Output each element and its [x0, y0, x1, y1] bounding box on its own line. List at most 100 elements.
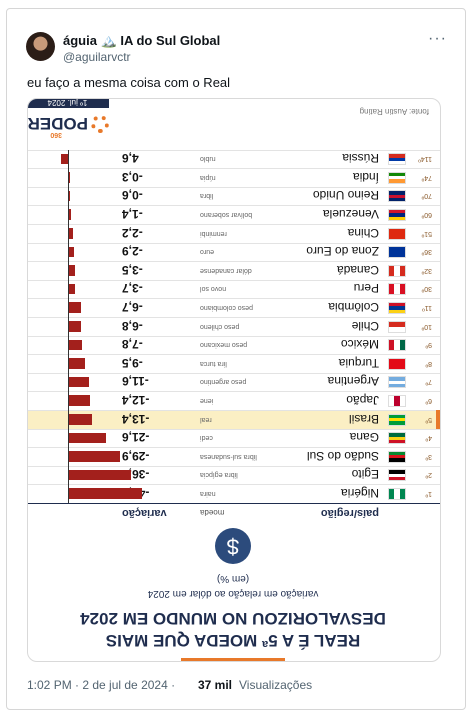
header-value: variação: [122, 507, 167, 519]
currency: dólar canadense: [200, 266, 252, 274]
flag: [388, 450, 406, 463]
flag: [388, 153, 406, 166]
rank: 10º: [421, 322, 432, 330]
value-label: -12,4: [122, 393, 150, 407]
rank: 4º: [425, 434, 432, 442]
tweet-image[interactable]: REAL É A 5ª MOEDA QUE MAIS DESVALORIZOU …: [27, 98, 441, 662]
rank: 9º: [425, 341, 432, 349]
country: Índia: [352, 169, 379, 184]
rank: 114º: [418, 155, 432, 163]
rank: 51º: [421, 229, 432, 237]
rank: 60º: [421, 211, 432, 218]
value-label: 4,6: [122, 151, 139, 166]
rank: 3º: [425, 452, 432, 460]
title-accent: [181, 658, 285, 661]
bar: [69, 246, 74, 258]
currency: cedi: [200, 434, 213, 442]
logo-name: PODER: [27, 114, 88, 133]
flag: [388, 190, 406, 203]
tweet-card: [6, 8, 466, 710]
currency: peso colombiano: [200, 304, 253, 311]
currency: naira: [200, 490, 216, 497]
value-label: -1,4: [122, 207, 143, 221]
value-label: -21,6: [122, 430, 150, 445]
unit-label: (em %): [216, 573, 250, 584]
avatar[interactable]: [26, 32, 55, 61]
image-subtitle: variação em relação ao dólar em 2024: [147, 588, 319, 599]
value-label: -11,6: [122, 374, 149, 389]
bar: [69, 339, 83, 351]
flag: [388, 302, 406, 314]
rank: 2º: [425, 471, 432, 479]
rank: 70º: [421, 192, 432, 200]
currency: peso mexicano: [200, 341, 248, 349]
bar: [69, 469, 131, 481]
country: Rússia: [342, 151, 379, 166]
value-label: -6,7: [122, 300, 143, 314]
currency: renminbi: [200, 229, 227, 237]
country: Canadá: [336, 262, 379, 277]
views-count: 37 mil: [198, 678, 233, 692]
author-handle[interactable]: @aguilarvctr: [63, 50, 131, 64]
bar: [69, 228, 73, 239]
bar: [69, 283, 76, 295]
value-label: -3,7: [122, 281, 143, 296]
country: Zona do Euro: [306, 244, 379, 259]
value-label: -13,4: [122, 411, 150, 426]
flag: [388, 264, 406, 277]
country: China: [347, 225, 379, 240]
flag: [388, 283, 406, 296]
country: Colômbia: [328, 300, 379, 314]
flag: [388, 395, 406, 407]
date-strip: 1º jul. 2024: [27, 98, 109, 108]
flag: [388, 413, 406, 426]
bar: [69, 376, 89, 388]
bar: [69, 488, 142, 499]
more-menu[interactable]: ···: [428, 30, 447, 47]
country: Venezuela: [322, 207, 379, 221]
currency: euro: [200, 248, 215, 256]
currency: peso chileno: [200, 322, 240, 330]
header-currency: moeda: [200, 508, 225, 517]
flag: [388, 469, 406, 482]
flag: [388, 376, 406, 389]
value-label: -0,6: [122, 188, 143, 203]
value-label: -36,0: [122, 467, 150, 482]
image-title: REAL É A 5ª MOEDA QUE MAIS DESVALORIZOU …: [80, 609, 386, 650]
rank: 36º: [421, 248, 432, 256]
logo-icon: [91, 115, 109, 133]
source: fonte: Austin Rating: [359, 107, 429, 116]
country: Sudão do Sul: [306, 448, 379, 463]
rank: 5º: [425, 415, 432, 423]
currency: iene: [200, 397, 214, 404]
flag: [388, 339, 406, 352]
value-label: -7,8: [122, 337, 143, 352]
currency: real: [200, 415, 212, 423]
flag: [388, 357, 406, 370]
rank: 11º: [422, 304, 432, 311]
tweet-text: eu faço a mesma coisa com o Real: [27, 75, 231, 90]
bar: [69, 432, 107, 444]
value-label: -2,9: [122, 244, 143, 259]
country: Chile: [351, 318, 379, 333]
value-label: -6,8: [122, 318, 143, 333]
flag: [388, 246, 406, 259]
country: Argentina: [327, 374, 379, 389]
country: Gana: [349, 430, 379, 445]
currency: novo sol: [200, 285, 227, 293]
bar: [69, 265, 76, 276]
flag: [388, 227, 406, 240]
value-label: -29,9: [122, 448, 150, 463]
bar: [69, 451, 121, 462]
rank: 6º: [425, 397, 432, 404]
currency: bolívar soberano: [200, 211, 253, 218]
tweet-time[interactable]: 1:02 PM · 2 de jul de 2024 ·: [27, 678, 176, 692]
bar: [69, 302, 81, 313]
currency: lira turca: [200, 359, 227, 367]
country: Brasil: [348, 411, 379, 426]
country: Egito: [351, 467, 379, 482]
country: Turquia: [338, 355, 379, 370]
bar: [69, 321, 81, 332]
author-name[interactable]: águia 🏔️ IA do Sul Global: [63, 33, 221, 48]
